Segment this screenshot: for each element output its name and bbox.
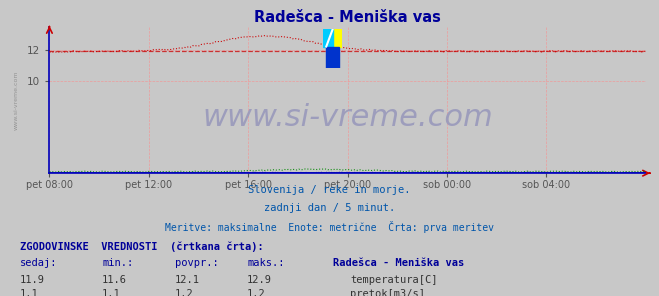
Text: 1.2: 1.2 <box>247 289 266 296</box>
Title: Radešca - Meniška vas: Radešca - Meniška vas <box>254 10 441 25</box>
Text: min.:: min.: <box>102 258 133 268</box>
Text: 11.6: 11.6 <box>102 275 127 285</box>
Bar <box>333 29 342 46</box>
Text: Meritve: maksimalne  Enote: metrične  Črta: prva meritev: Meritve: maksimalne Enote: metrične Črta… <box>165 221 494 233</box>
Text: Slovenija / reke in morje.: Slovenija / reke in morje. <box>248 185 411 195</box>
Text: 1.2: 1.2 <box>175 289 193 296</box>
Text: povpr.:: povpr.: <box>175 258 218 268</box>
Bar <box>326 46 339 68</box>
Text: pretok[m3/s]: pretok[m3/s] <box>350 289 425 296</box>
Bar <box>324 29 333 46</box>
Text: 12.1: 12.1 <box>175 275 200 285</box>
Text: 12.9: 12.9 <box>247 275 272 285</box>
Text: Radešca - Meniška vas: Radešca - Meniška vas <box>333 258 464 268</box>
Text: www.si-vreme.com: www.si-vreme.com <box>202 103 493 132</box>
Text: maks.:: maks.: <box>247 258 285 268</box>
Text: 11.9: 11.9 <box>20 275 45 285</box>
Text: 1.1: 1.1 <box>102 289 121 296</box>
Text: 1.1: 1.1 <box>20 289 38 296</box>
Text: temperatura[C]: temperatura[C] <box>350 275 438 285</box>
Text: sedaj:: sedaj: <box>20 258 57 268</box>
Text: www.si-vreme.com: www.si-vreme.com <box>14 70 19 130</box>
Text: zadnji dan / 5 minut.: zadnji dan / 5 minut. <box>264 203 395 213</box>
Text: ZGODOVINSKE  VREDNOSTI  (črtkana črta):: ZGODOVINSKE VREDNOSTI (črtkana črta): <box>20 241 264 252</box>
